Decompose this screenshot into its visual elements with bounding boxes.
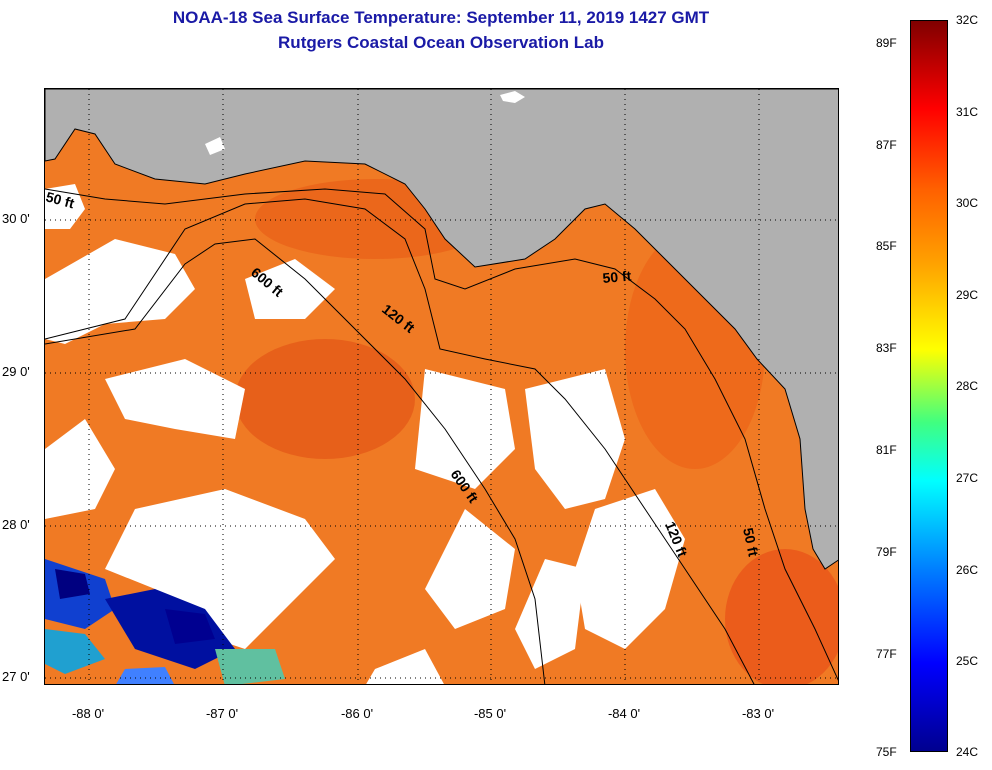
- lat-label: 30 0': [2, 211, 30, 226]
- lon-label: -87 0': [205, 706, 239, 721]
- colorbar-c-label: 24C: [956, 745, 979, 759]
- colorbar-c-label: 30C: [956, 196, 979, 210]
- colorbar-f-label: 85F: [876, 239, 897, 253]
- lon-label: -86 0': [340, 706, 374, 721]
- map-title: NOAA-18 Sea Surface Temperature: Septemb…: [172, 8, 710, 27]
- lon-label: -84 0': [607, 706, 641, 721]
- colorbar-f-label: 75F: [876, 745, 897, 759]
- temperature-colorbar: [910, 20, 948, 752]
- colorbar-c-label: 29C: [956, 288, 979, 302]
- sst-map: 50 ft 600 ft 120 ft 50 ft 600 ft 120 ft …: [44, 88, 839, 685]
- lat-label: 28 0': [2, 517, 30, 532]
- depth-contours: [45, 188, 838, 684]
- colorbar-f-label: 81F: [876, 443, 897, 457]
- colorbar-c-label: 32C: [956, 13, 979, 27]
- lon-label: -88 0': [71, 706, 105, 721]
- hot-water-patch: [235, 339, 415, 459]
- colorbar-f-label: 87F: [876, 138, 897, 152]
- colorbar-f-label: 79F: [876, 545, 897, 559]
- lat-label: 29 0': [2, 364, 30, 379]
- colorbar-c-label: 31C: [956, 105, 979, 119]
- contour-label-50ft-nw: 50 ft: [45, 188, 76, 211]
- colorbar-c-label: 27C: [956, 471, 979, 485]
- lon-label: -85 0': [473, 706, 507, 721]
- lake: [500, 91, 525, 103]
- lon-label: -83 0': [741, 706, 775, 721]
- hot-water-patch: [725, 549, 838, 684]
- colorbar-f-label: 77F: [876, 647, 897, 661]
- land-area: [45, 89, 838, 570]
- map-subtitle: Rutgers Coastal Ocean Observation Lab: [278, 33, 604, 52]
- colorbar-f-label: 89F: [876, 36, 897, 50]
- lat-label: 27 0': [2, 669, 30, 684]
- colorbar-c-label: 25C: [956, 654, 979, 668]
- contour-label-50ft-ne: 50 ft: [602, 268, 632, 286]
- sst-map-graphic: 50 ft 600 ft 120 ft 50 ft 600 ft 120 ft …: [45, 89, 838, 684]
- bay: [205, 137, 225, 155]
- cool-water-region: [45, 559, 285, 684]
- contour-label-50ft-e: 50 ft: [740, 526, 762, 558]
- colorbar-c-label: 26C: [956, 563, 979, 577]
- cloud-mask: [45, 184, 685, 684]
- colorbar-c-label: 28C: [956, 379, 979, 393]
- colorbar-f-label: 83F: [876, 341, 897, 355]
